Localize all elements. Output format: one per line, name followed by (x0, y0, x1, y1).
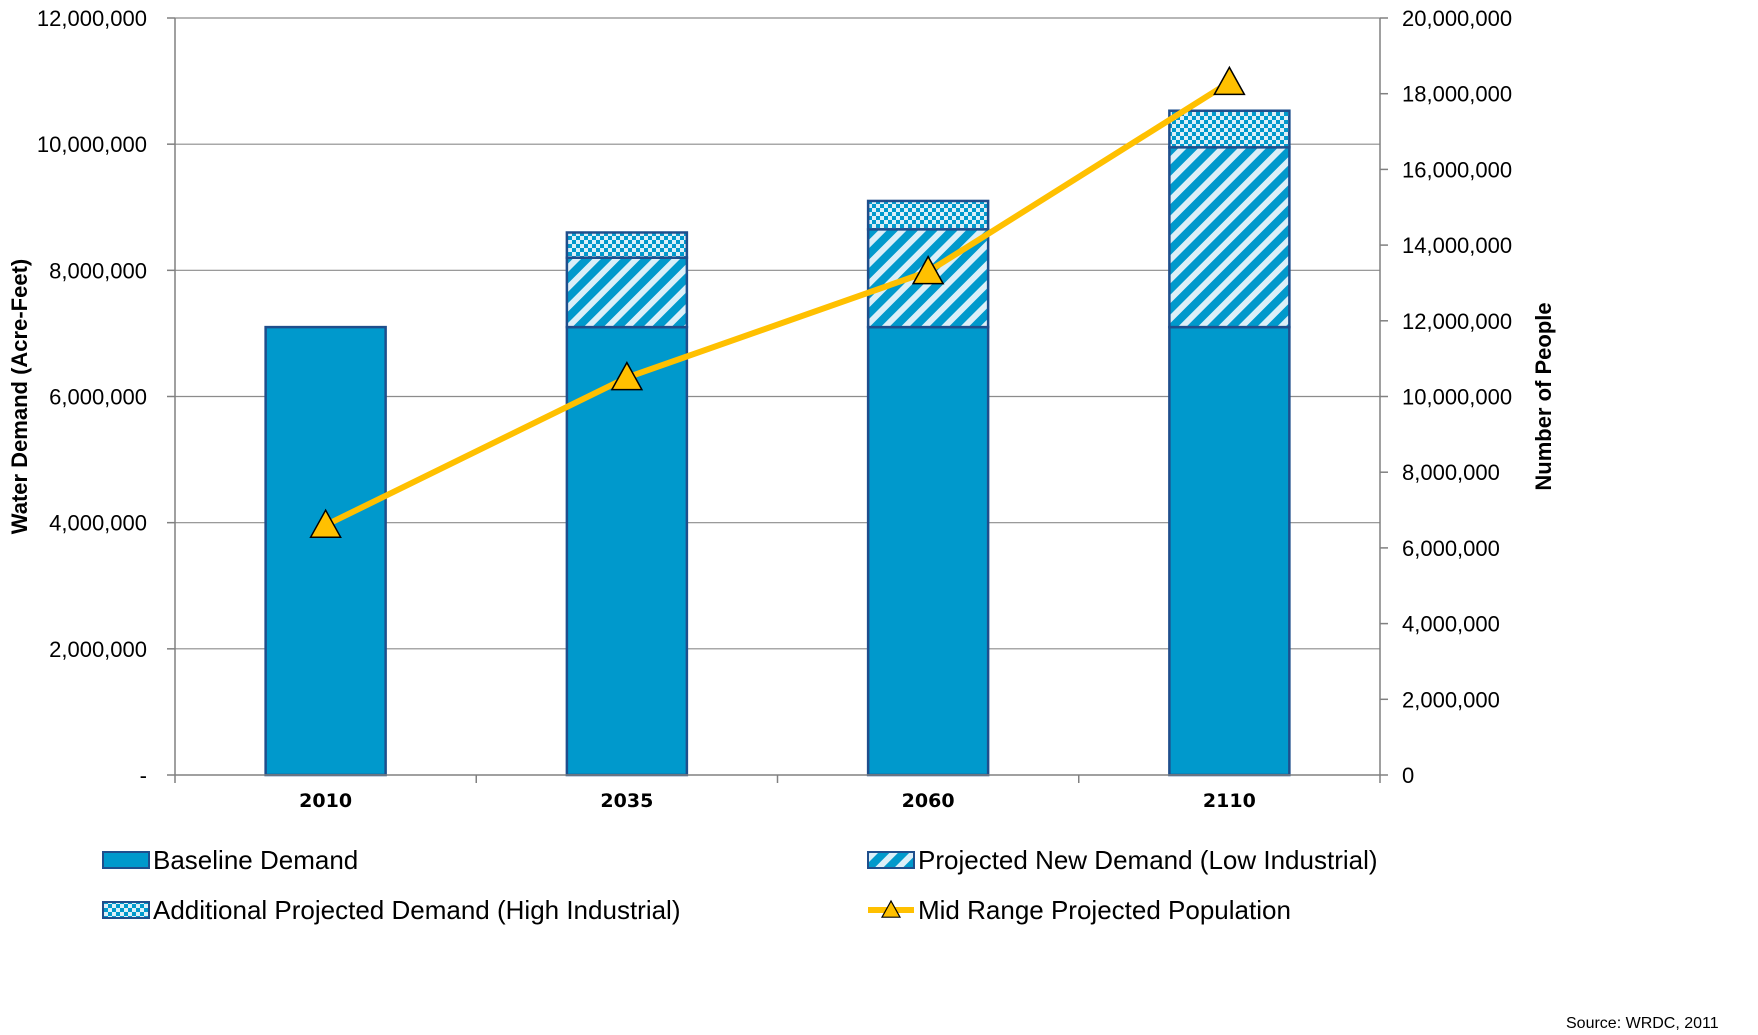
bar-diagonal-stripes-2035 (565, 256, 689, 329)
axes (167, 17, 1388, 783)
y-tick-label: - (140, 763, 147, 788)
bar-checker-2060 (866, 199, 990, 231)
bars (264, 109, 1291, 777)
y2-tick-label: 0 (1402, 763, 1414, 788)
x-tick-label: 2010 (299, 790, 352, 812)
legend-swatch-marker (880, 899, 902, 918)
x-tick-label: 2110 (1203, 790, 1256, 812)
bar-solid-2035 (565, 325, 689, 777)
y2-tick-label: 14,000,000 (1402, 233, 1512, 258)
bar-solid-2010 (264, 325, 387, 777)
population-marker-2035 (610, 361, 644, 391)
population-line-path (324, 79, 1231, 528)
y2-tick-label: 18,000,000 (1402, 82, 1512, 107)
x-tick-label: 2035 (600, 790, 653, 812)
population-line (309, 65, 1246, 538)
population-marker-2060 (911, 255, 945, 285)
y2-tick-label: 16,000,000 (1402, 157, 1512, 182)
y-tick-label: 4,000,000 (49, 511, 147, 536)
legend-label: Additional Projected Demand (High Indust… (153, 895, 681, 925)
bar-solid-2060 (866, 325, 990, 777)
y2-tick-label: 2,000,000 (1402, 687, 1500, 712)
y2-tick-label: 12,000,000 (1402, 309, 1512, 334)
y-tick-label: 10,000,000 (37, 132, 147, 157)
x-tick-label: 2060 (902, 790, 955, 812)
population-marker-2110 (1213, 65, 1246, 96)
legend-swatch-checker (102, 901, 150, 919)
bar-solid-2110 (1168, 325, 1291, 777)
bar-diagonal-stripes-2110 (1168, 146, 1291, 329)
legend-label: Mid Range Projected Population (918, 895, 1291, 925)
bar-checker-2035 (565, 231, 689, 259)
y-tick-label: 12,000,000 (37, 6, 147, 31)
y2-tick-label: 8,000,000 (1402, 460, 1500, 485)
y2-tick-label: 6,000,000 (1402, 536, 1500, 561)
legend-swatch-diagonal-stripes (867, 851, 915, 869)
legend-label: Baseline Demand (153, 845, 358, 875)
y2-tick-label: 4,000,000 (1402, 612, 1500, 637)
source-note: Source: WRDC, 2011 (1566, 1015, 1719, 1032)
legend: Baseline Demand Projected New Demand (Low… (102, 845, 1378, 925)
y-tick-label: 8,000,000 (49, 258, 147, 283)
y2-tick-label: 10,000,000 (1402, 385, 1512, 410)
y-tick-label: 2,000,000 (49, 637, 147, 662)
y2-tick-label: 20,000,000 (1402, 6, 1512, 31)
legend-label: Projected New Demand (Low Industrial) (918, 845, 1378, 875)
y-axis-title: Water Demand (Acre-Feet) (7, 259, 32, 534)
legend-swatch-solid (102, 851, 150, 869)
y-tick-label: 6,000,000 (49, 385, 147, 410)
population-marker-2010 (309, 508, 342, 538)
y2-axis-title: Number of People (1531, 302, 1556, 490)
axis-labels: - 2,000,000 4,000,000 6,000,000 8,000,000 10,… (7, 6, 1556, 812)
bar-checker-2110 (1168, 109, 1291, 149)
